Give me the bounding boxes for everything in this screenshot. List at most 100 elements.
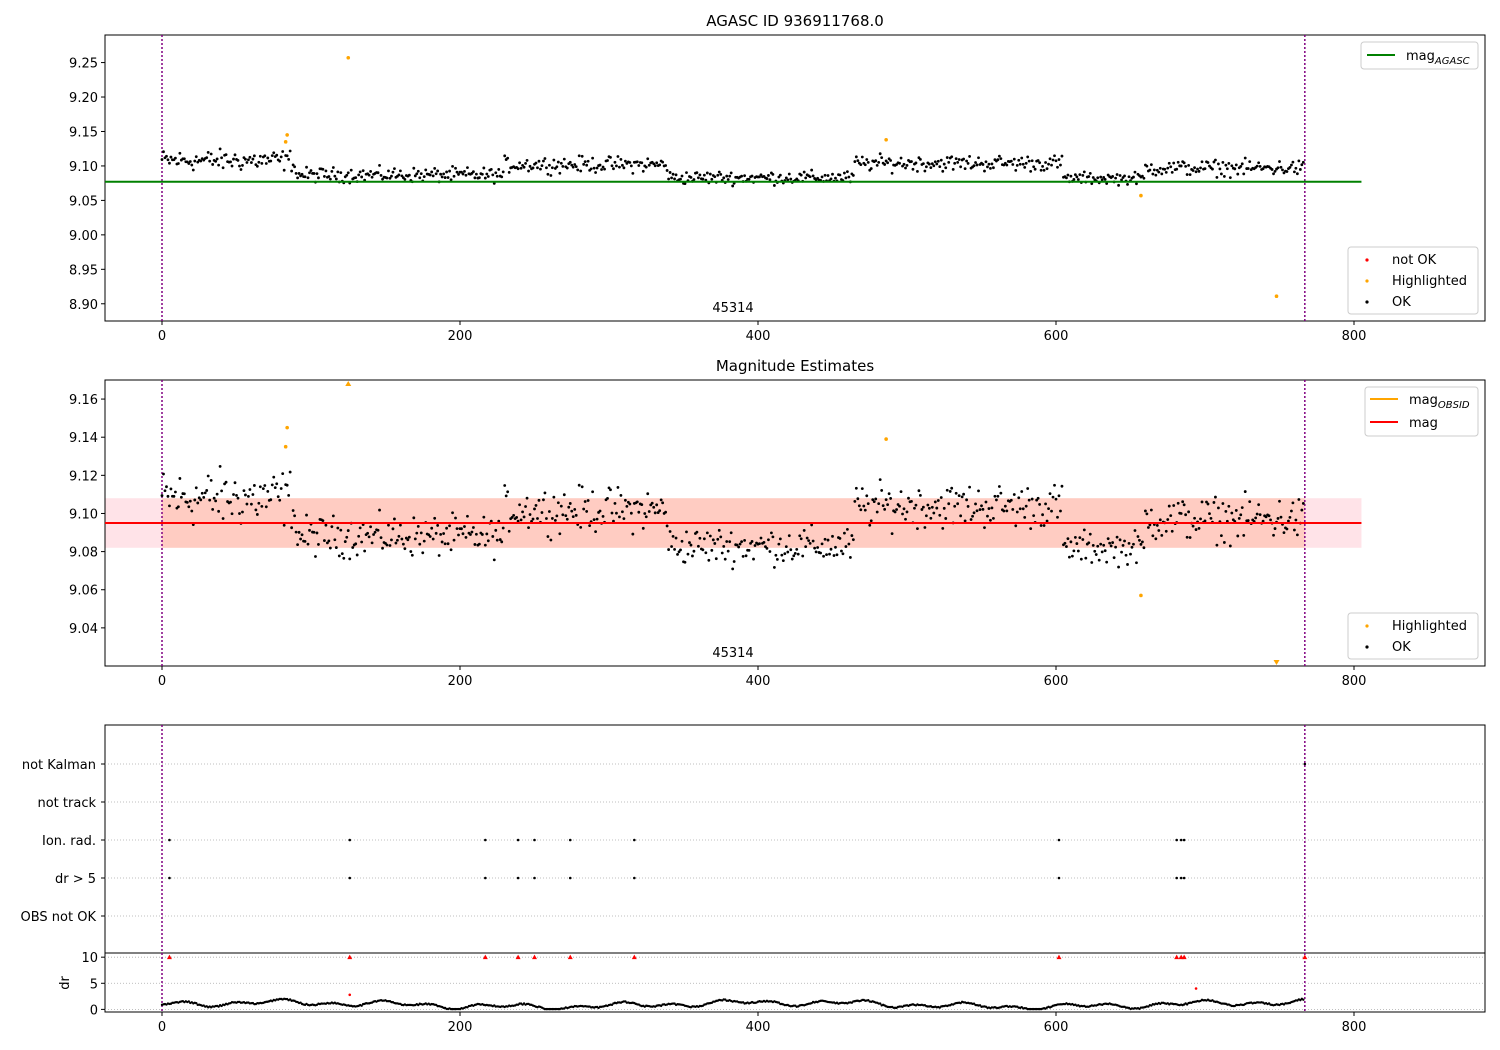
agasc-ok-point — [966, 161, 970, 165]
flag-point — [348, 838, 352, 842]
magnitude-ok-point — [367, 535, 371, 539]
magnitude-ok-point — [664, 510, 668, 514]
magnitude-ok-point — [792, 554, 796, 558]
magnitude-ok-point — [485, 532, 489, 536]
agasc-ok-point — [574, 165, 578, 169]
magnitude-ok-point — [674, 536, 678, 540]
agasc-ok-point — [591, 156, 595, 160]
agasc-ok-point — [416, 169, 420, 173]
agasc-ok-point — [1133, 170, 1137, 174]
agasc-ok-point — [568, 160, 572, 164]
agasc-ok-point — [528, 164, 532, 168]
magnitude-ok-point — [1188, 536, 1192, 539]
agasc-ok-point — [1257, 161, 1261, 165]
magnitude-ok-point — [348, 557, 352, 561]
agasc-ok-point — [983, 169, 986, 173]
magnitude-ok-point — [625, 505, 629, 508]
magnitude-ok-point — [1206, 502, 1210, 506]
agasc-ok-point — [695, 171, 699, 175]
magnitude-ok-point — [658, 509, 662, 513]
magnitude-ok-point — [635, 500, 639, 504]
agasc-ok-point — [331, 166, 335, 169]
magnitude-ok-point — [705, 531, 709, 535]
agasc-ok-point — [518, 161, 521, 165]
magnitude-ok-point — [1112, 556, 1116, 560]
dr-xtick-label: 600 — [1044, 1020, 1069, 1035]
agasc-ok-point — [1030, 159, 1034, 163]
magnitude-panel-ticks: 0 200 400 600 800 9.04 9.06 9.08 9.10 9.12 9.14 9.1… — [69, 393, 1366, 689]
magnitude-ok-point — [1154, 537, 1158, 541]
agasc-ok-point — [463, 169, 466, 173]
agasc-ok-point — [336, 170, 340, 174]
agasc-ok-point — [914, 161, 918, 165]
magnitude-ok-point — [619, 494, 623, 497]
agasc-ok-point — [519, 166, 523, 170]
magnitude-ok-point — [436, 524, 440, 527]
magnitude-ok-point — [977, 489, 980, 493]
agasc-ok-point — [622, 166, 626, 170]
magnitude-ok-point — [1099, 542, 1103, 546]
agasc-ok-point — [919, 157, 922, 161]
agasc-ok-point — [641, 169, 645, 173]
dr-ytick-label: 0 — [90, 1003, 98, 1018]
legend-notok-label: not OK — [1392, 253, 1437, 268]
magnitude-ok-point — [729, 531, 733, 535]
magnitude-ok-point — [1148, 523, 1152, 527]
magnitude-ok-point — [899, 490, 903, 494]
agasc-ok-point — [1301, 160, 1305, 164]
magnitude-ok-point — [366, 531, 370, 535]
magnitude-ok-point — [1257, 503, 1261, 507]
magnitude-ok-point — [805, 536, 809, 540]
agasc-ok-point — [1069, 174, 1073, 178]
magnitude-ok-point — [533, 507, 536, 511]
magnitude-ok-point — [1214, 495, 1217, 499]
agasc-ok-point — [361, 169, 365, 173]
agasc-ok-point — [251, 157, 255, 161]
magnitude-ytick-label: 9.06 — [69, 584, 98, 599]
magnitude-ok-point — [321, 519, 325, 523]
agasc-ok-point — [224, 153, 228, 157]
flags-data — [161, 725, 1307, 953]
magnitude-ok-point — [477, 542, 481, 546]
magnitude-ok-point — [448, 524, 451, 528]
agasc-ok-point — [369, 170, 372, 173]
agasc-ok-point — [1054, 159, 1058, 163]
magnitude-ok-point — [1069, 540, 1073, 544]
agasc-ok-point — [1018, 162, 1022, 166]
agasc-ok-point — [930, 162, 934, 166]
agasc-ok-point — [829, 177, 833, 181]
magnitude-ok-point — [959, 514, 963, 518]
magnitude-legend-upper: magOBSID mag — [1364, 386, 1479, 437]
magnitude-ok-point — [923, 526, 927, 529]
magnitude-ok-point — [956, 502, 960, 506]
magnitude-ok-point — [466, 514, 469, 518]
agasc-xtick-label: 200 — [448, 329, 473, 344]
magnitude-ok-point — [799, 537, 803, 541]
magnitude-ok-point — [1023, 515, 1027, 519]
agasc-ok-point — [652, 162, 656, 166]
agasc-ok-point — [1261, 167, 1265, 171]
magnitude-ok-point — [829, 547, 833, 551]
magnitude-ok-point — [1138, 538, 1141, 542]
flag-point — [633, 876, 636, 880]
agasc-ok-point — [777, 175, 781, 179]
magnitude-ok-point — [702, 537, 706, 541]
magnitude-ok-point — [454, 516, 457, 520]
magnitude-ok-point — [1078, 536, 1082, 540]
magnitude-ok-point — [337, 554, 341, 558]
agasc-ok-point — [489, 167, 493, 171]
agasc-ok-point — [349, 168, 353, 172]
magnitude-ok-point — [960, 495, 964, 499]
agasc-ok-point — [1009, 159, 1013, 163]
agasc-ok-point — [765, 177, 769, 180]
magnitude-ok-point — [1059, 509, 1062, 513]
agasc-ok-point — [279, 155, 283, 159]
magnitude-ok-point — [525, 496, 529, 500]
magnitude-ok-point — [229, 500, 232, 504]
agasc-ok-point — [975, 163, 979, 167]
agasc-ok-point — [984, 160, 988, 164]
magnitude-ok-point — [562, 493, 566, 497]
magnitude-ok-point — [966, 505, 970, 508]
magnitude-ok-point — [209, 478, 213, 482]
agasc-ok-point — [1012, 157, 1016, 161]
